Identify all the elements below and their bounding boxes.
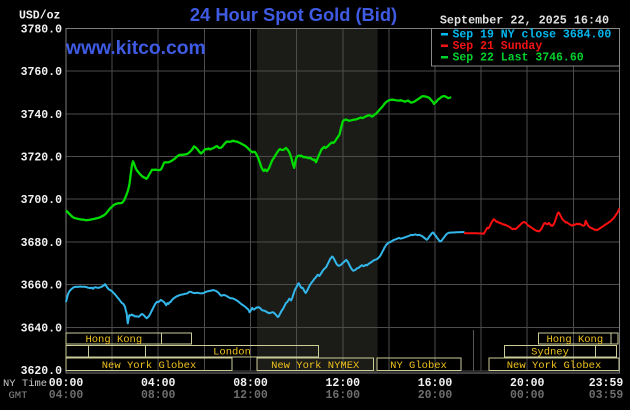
svg-text:3640.0: 3640.0: [21, 322, 63, 335]
svg-text:Sep 22 Last 3746.60: Sep 22 Last 3746.60: [453, 52, 584, 65]
svg-text:NY Time: NY Time: [3, 378, 47, 390]
svg-text:08:00: 08:00: [141, 389, 176, 402]
svg-text:New York Globex: New York Globex: [102, 360, 197, 372]
svg-text:03:59: 03:59: [589, 389, 624, 402]
svg-text:Sydney: Sydney: [531, 347, 569, 359]
svg-text:New York NYMEX: New York NYMEX: [271, 360, 360, 372]
svg-text:20:00: 20:00: [510, 377, 545, 390]
svg-text:3620.0: 3620.0: [21, 365, 63, 378]
svg-text:September 22, 2025 16:40: September 22, 2025 16:40: [440, 14, 609, 28]
svg-text:00:00: 00:00: [510, 389, 545, 402]
svg-text:3740.0: 3740.0: [21, 109, 63, 122]
svg-text:3680.0: 3680.0: [21, 237, 63, 250]
svg-text:Sep 19 NY close 3684.00: Sep 19 NY close 3684.00: [453, 29, 612, 42]
svg-text:04:00: 04:00: [49, 389, 84, 402]
svg-text:3760.0: 3760.0: [21, 66, 63, 79]
svg-text:23:59: 23:59: [589, 377, 624, 390]
svg-text:08:00: 08:00: [233, 377, 268, 390]
svg-text:16:00: 16:00: [326, 389, 361, 402]
svg-text:GMT: GMT: [9, 390, 28, 402]
svg-text:London: London: [213, 347, 251, 359]
svg-text:Hong Kong: Hong Kong: [546, 334, 603, 346]
svg-text:24 Hour Spot Gold (Bid): 24 Hour Spot Gold (Bid): [190, 4, 397, 25]
svg-text:12:00: 12:00: [326, 377, 361, 390]
svg-text:Sep 21 Sunday: Sep 21 Sunday: [453, 40, 543, 53]
svg-text:USD/oz: USD/oz: [19, 10, 61, 23]
svg-text:12:00: 12:00: [233, 389, 268, 402]
svg-text:3780.0: 3780.0: [21, 24, 63, 37]
svg-text:3700.0: 3700.0: [21, 194, 63, 207]
svg-text:New York Globex: New York Globex: [507, 360, 602, 372]
svg-text:16:00: 16:00: [418, 377, 453, 390]
svg-text:00:00: 00:00: [49, 377, 84, 390]
svg-text:Hong Kong: Hong Kong: [85, 334, 142, 346]
svg-text:www.kitco.com: www.kitco.com: [65, 38, 206, 59]
svg-text:NY Globex: NY Globex: [390, 360, 447, 372]
svg-text:3660.0: 3660.0: [21, 280, 63, 293]
svg-text:3720.0: 3720.0: [21, 152, 63, 165]
svg-text:20:00: 20:00: [418, 389, 453, 402]
svg-text:04:00: 04:00: [141, 377, 176, 390]
